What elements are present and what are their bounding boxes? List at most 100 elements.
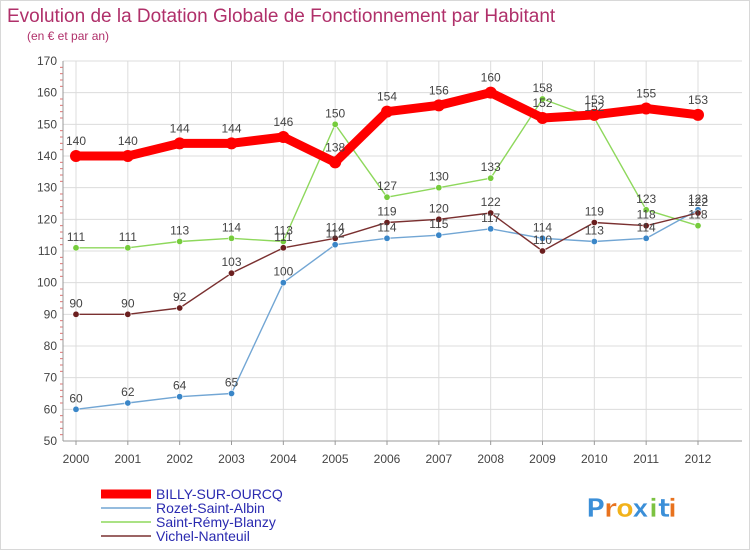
data-point — [642, 234, 650, 242]
y-tick-label: 110 — [38, 244, 57, 258]
legend: BILLY-SUR-OURCQRozet-Saint-AlbinSaint-Ré… — [101, 486, 283, 544]
data-label: 120 — [429, 201, 449, 215]
x-tick-label: 2010 — [581, 452, 608, 466]
data-point — [124, 310, 132, 318]
data-point — [176, 238, 184, 246]
data-label: 140 — [66, 134, 86, 148]
y-tick-label: 120 — [37, 212, 57, 226]
data-point — [694, 222, 702, 230]
data-point — [72, 244, 80, 252]
data-point — [642, 222, 650, 230]
data-label: 150 — [325, 106, 345, 120]
data-point — [640, 102, 653, 115]
data-point — [590, 219, 598, 227]
data-label: 60 — [69, 391, 83, 405]
data-point — [538, 247, 546, 255]
data-label: 144 — [221, 121, 241, 135]
chart-title: Evolution de la Dotation Globale de Fonc… — [7, 6, 556, 27]
x-tick-label: 2002 — [166, 452, 193, 466]
logo-letter: o — [616, 494, 634, 524]
data-point — [435, 215, 443, 223]
data-point — [329, 156, 342, 169]
data-label: 111 — [119, 230, 138, 244]
data-point — [383, 219, 391, 227]
x-tick-label: 2006 — [374, 452, 401, 466]
data-point — [588, 108, 601, 121]
data-point — [538, 234, 546, 242]
data-point — [225, 137, 238, 150]
data-label: 130 — [429, 170, 449, 184]
data-label: 62 — [121, 385, 135, 399]
data-label: 92 — [173, 290, 187, 304]
legend-label: Vichel-Nanteuil — [156, 528, 250, 544]
data-label: 144 — [170, 121, 190, 135]
data-label: 65 — [225, 376, 239, 390]
data-point — [176, 304, 184, 312]
legend-label: Rozet-Saint-Albin — [156, 500, 265, 516]
data-label: 123 — [688, 192, 708, 206]
data-label: 138 — [325, 140, 345, 154]
data-label: 133 — [481, 160, 501, 174]
data-label: 103 — [221, 255, 241, 269]
data-label: 111 — [67, 230, 86, 244]
data-label: 64 — [173, 379, 187, 393]
data-label: 114 — [637, 220, 656, 234]
data-label: 123 — [636, 192, 656, 206]
data-point — [383, 193, 391, 201]
x-tick-label: 2001 — [114, 452, 141, 466]
y-tick-label: 60 — [44, 402, 58, 416]
data-point — [642, 206, 650, 214]
x-tick-label: 2009 — [529, 452, 556, 466]
data-label: 114 — [533, 220, 552, 234]
data-label: 146 — [273, 115, 293, 129]
data-label: 114 — [377, 220, 396, 234]
legend-label: Saint-Rémy-Blanzy — [156, 514, 276, 530]
x-tick-label: 2004 — [270, 452, 297, 466]
data-label: 118 — [637, 208, 656, 222]
data-point — [435, 184, 443, 192]
chart-subtitle: (en € et par an) — [27, 29, 109, 43]
logo-letter: P — [586, 494, 605, 524]
data-point — [279, 279, 287, 287]
logo-letter: i — [649, 494, 658, 524]
data-point — [228, 234, 236, 242]
x-tick-label: 2005 — [322, 452, 349, 466]
x-tick-label: 2011 — [633, 452, 659, 466]
data-point — [124, 244, 132, 252]
data-label: 112 — [326, 227, 345, 241]
data-label: 90 — [121, 296, 135, 310]
grid — [63, 60, 742, 442]
data-label: 140 — [118, 134, 138, 148]
data-point — [487, 209, 495, 217]
data-label: 152 — [584, 100, 604, 114]
data-labels: 111 111 113 114 1131501271301331581521231186… — [66, 71, 708, 406]
logo-letter: r — [604, 494, 617, 524]
y-tick-label: 170 — [37, 54, 57, 68]
data-label: 122 — [688, 195, 708, 209]
data-label: 153 — [688, 93, 708, 107]
data-point — [124, 399, 132, 407]
x-tick-label: 2003 — [218, 452, 245, 466]
data-label: 118 — [688, 208, 707, 222]
data-label: 119 — [377, 205, 396, 219]
data-point — [72, 405, 80, 413]
data-point — [228, 389, 236, 397]
data-point — [173, 137, 186, 150]
x-tick-label: 2007 — [425, 452, 452, 466]
data-label: 117 — [481, 211, 500, 225]
logo-letter: i — [668, 494, 677, 524]
data-point — [484, 86, 497, 99]
data-point — [383, 234, 391, 242]
y-tick-label: 150 — [37, 117, 57, 131]
data-label: 160 — [481, 71, 501, 85]
data-label: 114 — [326, 220, 345, 234]
data-label: 127 — [377, 179, 397, 193]
data-point — [381, 105, 393, 118]
data-label: 156 — [429, 83, 449, 97]
y-tick-label: 140 — [37, 149, 57, 163]
y-tick-label: 90 — [44, 307, 58, 321]
data-point — [176, 393, 184, 401]
x-tick-label: 2012 — [685, 452, 712, 466]
data-label: 158 — [532, 81, 552, 95]
